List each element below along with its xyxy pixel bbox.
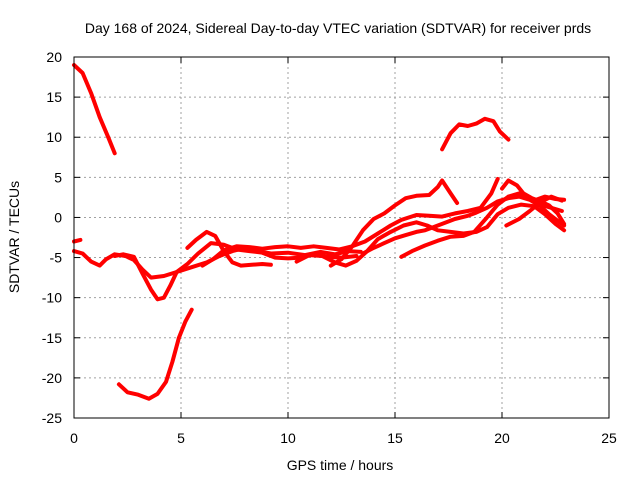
series-arc-5	[116, 307, 194, 401]
series-arc-1	[72, 63, 117, 156]
series-layer	[72, 63, 567, 401]
x-tick-label: 20	[494, 430, 510, 446]
y-tick-label: -5	[50, 250, 63, 266]
x-tick-label: 10	[280, 430, 296, 446]
series-arc-2	[72, 237, 83, 244]
series-arc-12	[440, 116, 511, 152]
series-arc-13	[500, 178, 567, 226]
series-arc-3	[72, 245, 363, 280]
x-axis-label: GPS time / hours	[287, 457, 394, 473]
plot-frame	[73, 56, 610, 419]
y-tick-label: -10	[42, 290, 62, 306]
y-tick-label: -25	[42, 410, 62, 426]
y-axis-label: SDTVAR / TECUs	[6, 181, 22, 293]
y-tick-label: 0	[54, 209, 62, 225]
y-tick-label: 20	[46, 49, 62, 65]
series-arc-6	[185, 229, 273, 268]
y-tick-label: -20	[42, 370, 62, 386]
ticks	[73, 56, 610, 419]
tick-labels: 0 5 10 15 20 25 -25 -20 -15 -10 -5 0 5 10 15 20	[42, 49, 617, 446]
y-tick-label: 15	[46, 89, 62, 105]
series-arc-15	[534, 194, 567, 202]
grid	[74, 57, 609, 418]
y-tick-label: 10	[46, 129, 62, 145]
chart-title: Day 168 of 2024, Sidereal Day-to-day VTE…	[85, 20, 591, 36]
x-tick-label: 5	[177, 430, 185, 446]
x-tick-label: 0	[70, 430, 78, 446]
series-arc-9	[328, 178, 460, 268]
y-tick-label: 5	[54, 169, 62, 185]
x-tick-label: 25	[601, 430, 617, 446]
y-tick-label: -15	[42, 330, 62, 346]
x-tick-label: 15	[387, 430, 403, 446]
